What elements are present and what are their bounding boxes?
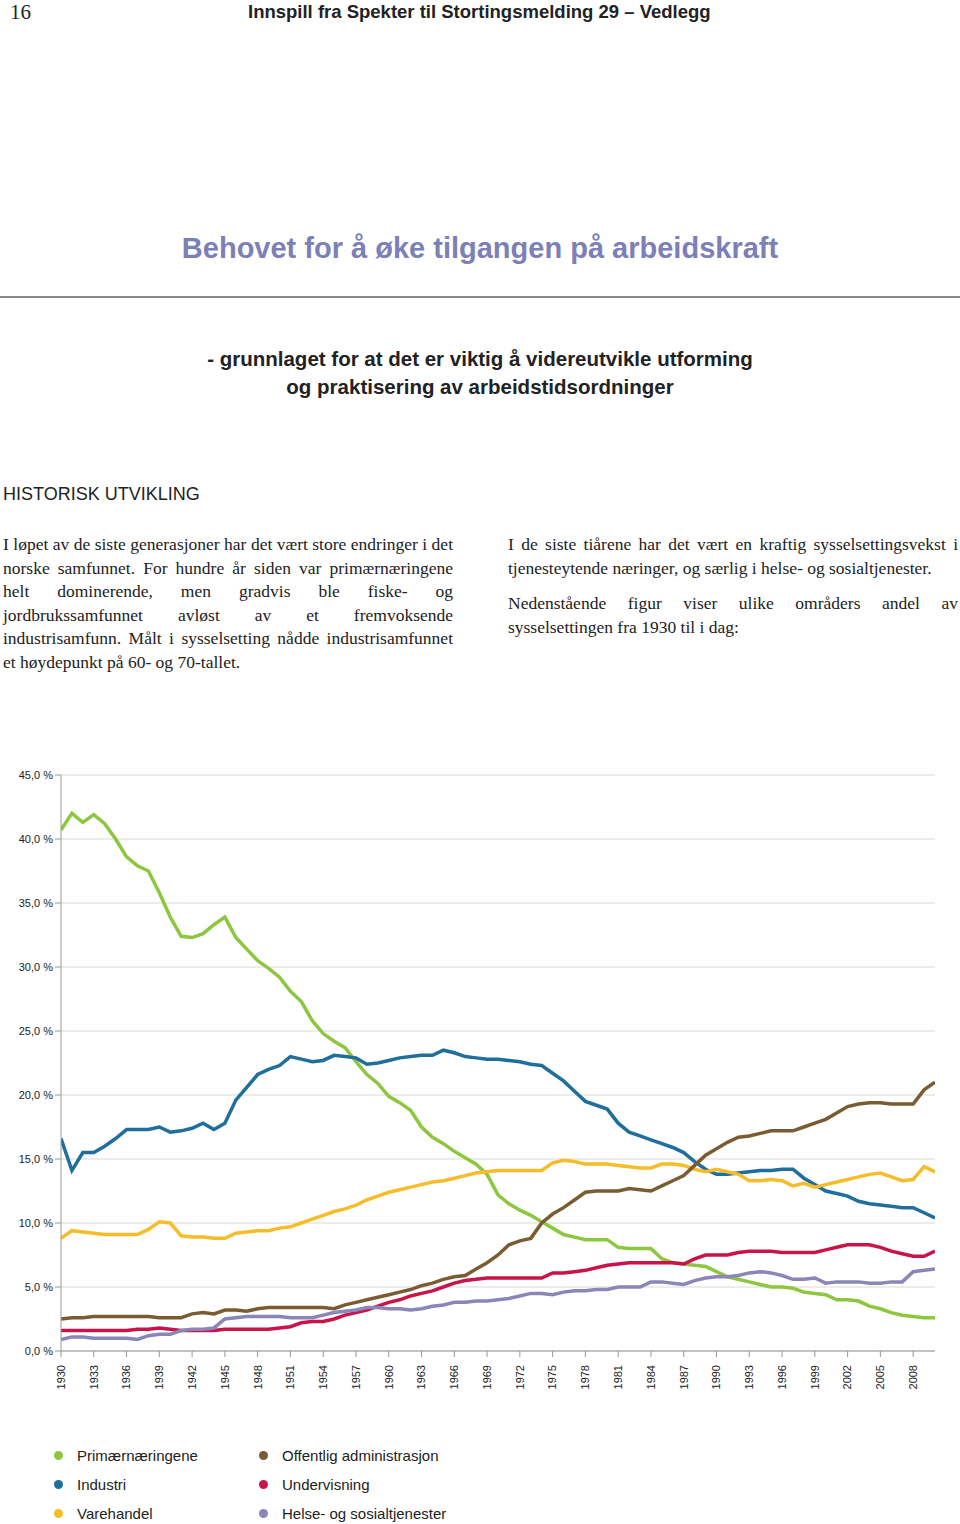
svg-text:1957: 1957	[350, 1365, 362, 1389]
html-text:Industri: Industri	[77, 1476, 127, 1493]
html-text:og praktisering av arbeidstids: og praktisering av arbeidstidsordninger	[286, 375, 674, 398]
svg-text:30,0 %: 30,0 %	[19, 961, 53, 973]
svg-text:15,0 %: 15,0 %	[19, 1153, 53, 1165]
svg-text:2008: 2008	[907, 1365, 919, 1389]
svg-text:1954: 1954	[317, 1365, 329, 1389]
svg-text:1963: 1963	[415, 1365, 427, 1389]
html-text:Primærnæringene: Primærnæringene	[77, 1447, 198, 1464]
svg-text:35,0 %: 35,0 %	[19, 897, 53, 909]
html-text:- grunnlaget for at det er vik: - grunnlaget for at det er viktig å vide…	[207, 347, 753, 370]
svg-text:10,0 %: 10,0 %	[19, 1217, 53, 1229]
html-text:HISTORISK UTVIKLING: HISTORISK UTVIKLING	[3, 484, 200, 504]
svg-text:20,0 %: 20,0 %	[19, 1089, 53, 1101]
svg-text:1936: 1936	[120, 1365, 132, 1389]
svg-text:1975: 1975	[546, 1365, 558, 1389]
svg-text:45,0 %: 45,0 %	[19, 769, 53, 781]
svg-text:1942: 1942	[186, 1365, 198, 1389]
svg-text:1930: 1930	[55, 1365, 67, 1389]
html-text:Undervisning: Undervisning	[282, 1476, 370, 1493]
html-text:Innspill fra Spekter til Stort: Innspill fra Spekter til Stortingsmeldin…	[248, 1, 711, 22]
svg-text:25,0 %: 25,0 %	[19, 1025, 53, 1037]
svg-text:1960: 1960	[383, 1365, 395, 1389]
html-text:Behovet for å øke tilgangen på: Behovet for å øke tilgangen på arbeidskr…	[181, 232, 779, 264]
svg-text:1987: 1987	[678, 1365, 690, 1389]
svg-text:1933: 1933	[88, 1365, 100, 1389]
svg-text:1981: 1981	[612, 1365, 624, 1389]
svg-text:1948: 1948	[252, 1365, 264, 1389]
svg-text:1990: 1990	[710, 1365, 722, 1389]
html-text:Helse- og sosialtjenester: Helse- og sosialtjenester	[282, 1505, 447, 1522]
html-text:I de siste tiårene har det vær: I de siste tiårene har det vært en kraft…	[508, 534, 958, 578]
svg-text:1951: 1951	[284, 1365, 296, 1389]
svg-text:1993: 1993	[743, 1365, 755, 1389]
html-text:Varehandel: Varehandel	[77, 1505, 153, 1522]
svg-text:1939: 1939	[153, 1365, 165, 1389]
svg-text:1996: 1996	[776, 1365, 788, 1389]
svg-text:2005: 2005	[874, 1365, 886, 1389]
svg-text:40,0 %: 40,0 %	[19, 833, 53, 845]
svg-text:5,0 %: 5,0 %	[25, 1281, 53, 1293]
html-text:Offentlig administrasjon: Offentlig administrasjon	[282, 1447, 439, 1464]
svg-text:1966: 1966	[448, 1365, 460, 1389]
html-text:16: 16	[10, 0, 31, 24]
svg-text:1978: 1978	[579, 1365, 591, 1389]
svg-text:1999: 1999	[809, 1365, 821, 1389]
html-text:I løpet av de siste generasjon: I løpet av de siste generasjoner har det…	[3, 534, 453, 672]
svg-text:0,0 %: 0,0 %	[25, 1345, 53, 1357]
svg-text:1972: 1972	[514, 1365, 526, 1389]
svg-text:1945: 1945	[219, 1365, 231, 1389]
html-text:Nedenstående figur viser ulike: Nedenstående figur viser ulike områders …	[508, 593, 958, 637]
svg-text:1969: 1969	[481, 1365, 493, 1389]
svg-text:1984: 1984	[645, 1365, 657, 1389]
svg-text:2002: 2002	[841, 1365, 853, 1389]
